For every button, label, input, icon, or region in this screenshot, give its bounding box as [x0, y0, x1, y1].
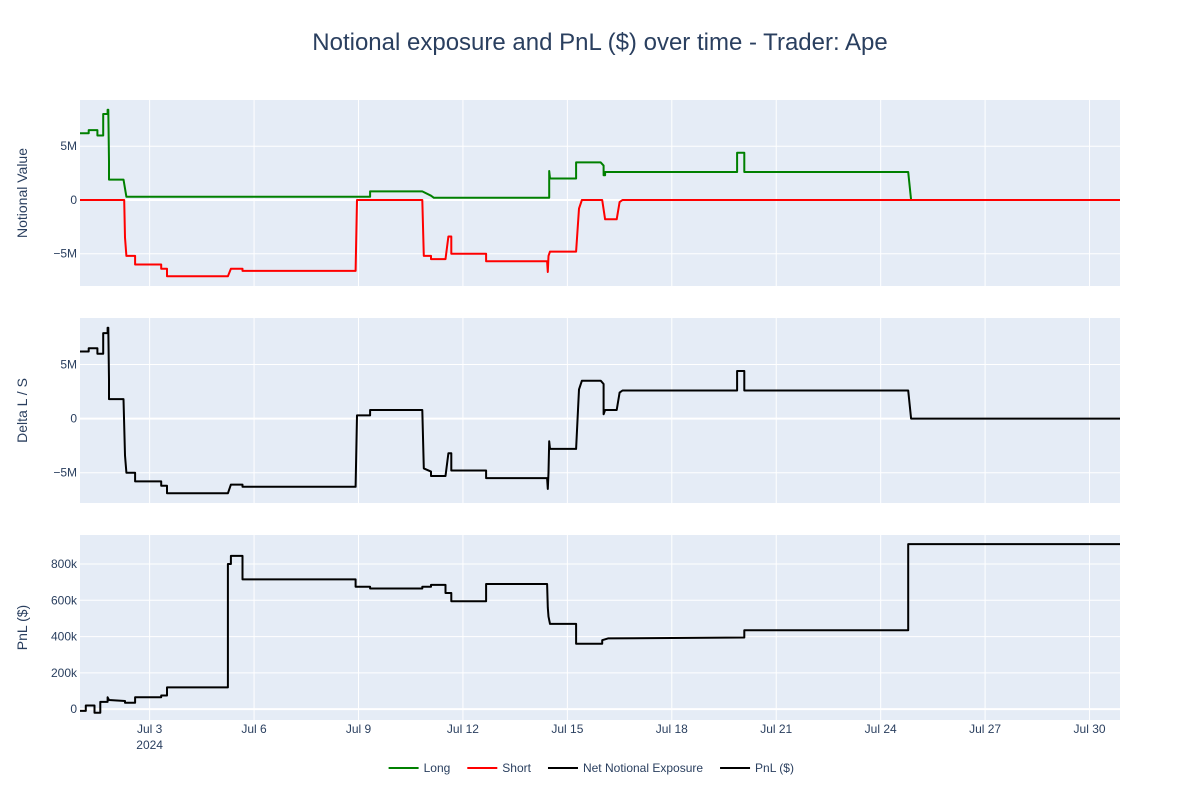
y-axis-title: Notional Value: [14, 148, 30, 238]
y-tick-label: 5M: [60, 139, 77, 153]
y-tick-label: −5M: [53, 247, 77, 261]
x-tick-label: Jul 9: [346, 722, 372, 736]
legend-label: Long: [424, 761, 451, 775]
x-tick-label: Jul 12: [447, 722, 479, 736]
legend-label: Short: [502, 761, 531, 775]
panel-1: 5M 0 −5M Notional Value: [14, 100, 1120, 286]
plot-area: [80, 318, 1120, 503]
y-tick-label: 5M: [60, 358, 77, 372]
x-axis: Jul 3 2024 Jul 6 Jul 9 Jul 12 Jul 15 Jul 18 Jul…: [136, 722, 1106, 752]
legend-item: PnL ($): [720, 761, 794, 775]
series-line-net-notional-exposure: [80, 326, 1120, 495]
series-line-short: [80, 199, 1120, 278]
y-tick-label: 400k: [51, 630, 78, 644]
y-tick-label: −5M: [53, 466, 77, 480]
y-axis-title: PnL ($): [14, 605, 30, 650]
series-line-pnl: [80, 543, 1120, 714]
legend-item: Short: [467, 761, 532, 775]
y-tick-label: 0: [70, 193, 77, 207]
y-tick-label: 0: [70, 702, 77, 716]
panel-3: 800k 600k 400k 200k 0 PnL ($): [14, 535, 1120, 720]
legend-item: Net Notional Exposure: [547, 761, 703, 775]
y-tick-label: 0: [70, 412, 77, 426]
x-tick-label: Jul 24: [865, 722, 897, 736]
panels: 5M 0 −5M Notional Value 5M 0 −5M Delta L / S 800…: [14, 100, 1120, 720]
x-tick-sublabel: 2024: [136, 738, 163, 752]
y-axis-title: Delta L / S: [14, 378, 30, 443]
panel-2: 5M 0 −5M Delta L / S: [14, 318, 1120, 503]
legend-item: Long: [388, 761, 451, 775]
plot-area: [80, 100, 1120, 286]
x-tick-label: Jul 30: [1074, 722, 1106, 736]
x-tick-label: Jul 3: [137, 722, 163, 736]
x-tick-label: Jul 27: [969, 722, 1001, 736]
x-tick-label: Jul 6: [241, 722, 267, 736]
legend-label: Net Notional Exposure: [583, 761, 703, 775]
x-tick-label: Jul 18: [656, 722, 688, 736]
y-tick-label: 200k: [51, 666, 78, 680]
plot-area: [80, 535, 1120, 720]
legend-label: PnL ($): [755, 761, 794, 775]
x-tick-label: Jul 15: [551, 722, 583, 736]
series-line-long: [80, 108, 1120, 201]
y-tick-label: 800k: [51, 557, 78, 571]
legend: Long Short Net Notional Exposure PnL ($): [388, 761, 794, 775]
x-tick-label: Jul 21: [760, 722, 792, 736]
chart-title: Notional exposure and PnL ($) over time …: [312, 29, 887, 56]
y-tick-label: 600k: [51, 593, 78, 607]
